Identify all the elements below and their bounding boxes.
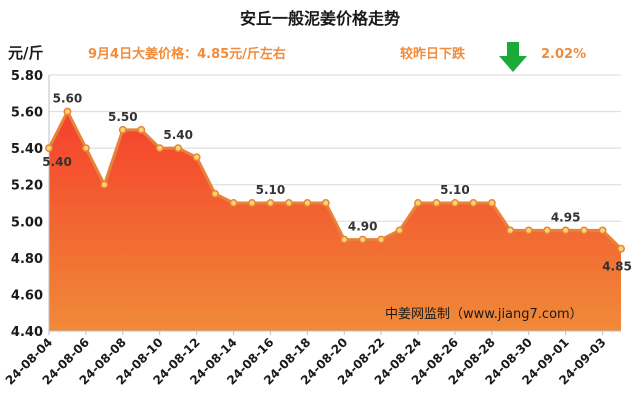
data-label: 5.40 <box>42 155 72 169</box>
data-label: 4.85 <box>602 260 632 274</box>
data-point <box>137 125 146 134</box>
data-point <box>506 226 515 235</box>
y-tick-label: 4.40 <box>11 325 43 340</box>
change-value: 2.02% <box>541 47 586 62</box>
data-label: 5.50 <box>108 110 138 124</box>
data-point <box>81 144 90 153</box>
price-markers <box>45 107 625 253</box>
data-point <box>561 226 570 235</box>
data-label: 5.10 <box>256 183 286 197</box>
data-point <box>321 199 330 207</box>
y-tick-label: 5.60 <box>11 106 43 121</box>
data-point <box>229 199 238 207</box>
data-point <box>303 199 312 207</box>
data-label: 5.40 <box>163 128 193 142</box>
y-axis: 4.40 4.60 4.80 5.00 5.20 5.40 5.60 5.80 <box>11 69 621 340</box>
y-tick-label: 5.80 <box>11 69 43 84</box>
data-point <box>617 244 625 253</box>
data-label: 5.60 <box>53 92 83 106</box>
data-point <box>598 226 607 235</box>
data-point <box>414 199 422 207</box>
data-label: 4.90 <box>348 220 378 234</box>
x-axis: 24-08-0424-08-0624-08-0824-08-1024-08-12… <box>3 331 609 388</box>
y-axis-unit: 元/斤 <box>8 44 43 62</box>
subtitle-price: 9月4日大姜价格：4.85元/斤左右 <box>88 46 286 62</box>
data-point <box>432 199 441 207</box>
data-point <box>450 199 459 207</box>
y-tick-label: 4.80 <box>11 252 43 267</box>
watermark: 中姜网监制（www.jiang7.com） <box>385 307 583 322</box>
data-point <box>63 107 72 116</box>
data-point <box>377 235 386 244</box>
data-point <box>174 144 183 153</box>
data-label: 5.10 <box>440 183 470 197</box>
data-point <box>340 235 349 244</box>
data-point <box>100 180 109 189</box>
y-tick-label: 5.20 <box>11 179 43 194</box>
data-point <box>211 189 220 198</box>
y-tick-label: 4.60 <box>11 288 43 303</box>
data-label: 4.95 <box>551 210 581 224</box>
data-labels: 5.60 5.40 5.50 5.40 5.10 4.90 5.10 4.95 4.85 <box>42 92 632 274</box>
data-point <box>487 199 496 207</box>
data-point <box>580 226 589 235</box>
data-point <box>358 235 367 244</box>
data-point <box>248 199 256 207</box>
down-arrow-icon <box>499 42 527 72</box>
data-point <box>155 144 164 153</box>
data-point <box>524 226 533 235</box>
data-point <box>395 226 404 235</box>
data-point <box>118 125 127 134</box>
data-point <box>469 199 478 207</box>
price-area <box>49 111 621 331</box>
data-point <box>284 199 293 207</box>
data-point <box>543 226 552 235</box>
y-tick-label: 5.00 <box>11 215 43 230</box>
change-label: 较昨日下跌 <box>400 46 466 62</box>
data-point <box>192 153 201 162</box>
y-tick-label: 5.40 <box>11 142 43 157</box>
data-point <box>266 199 275 207</box>
chart-title: 安丘一般泥姜价格走势 <box>240 9 400 28</box>
data-point <box>45 144 53 153</box>
